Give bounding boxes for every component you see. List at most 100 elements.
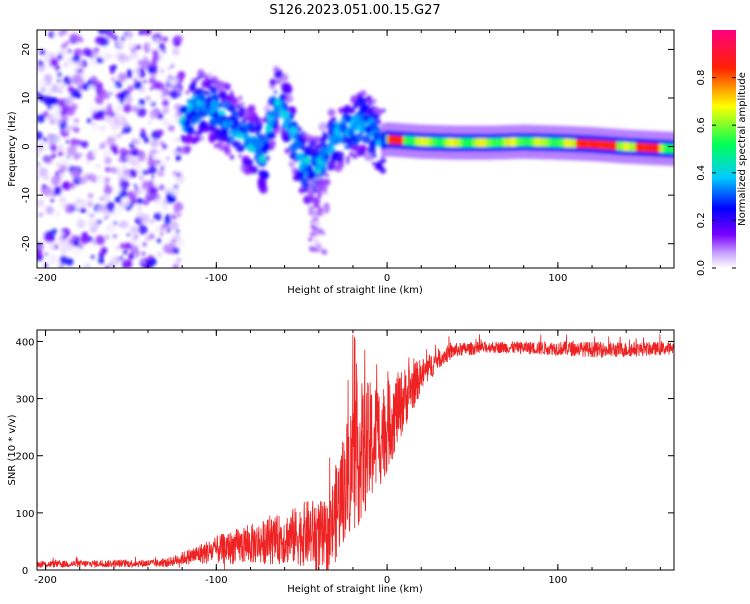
spectrogram-noise-cell [56, 78, 61, 83]
snr-y-ticks: 0 100 200 300 400 [15, 337, 674, 577]
spectrogram-band-core [461, 138, 465, 148]
spectrogram-band-core [403, 136, 407, 145]
spectrogram-noise-cell [156, 160, 161, 164]
spectrogram-noise-cell [71, 74, 82, 84]
spectrogram-noise-cell [185, 90, 190, 95]
spectrogram-noise-cell [151, 220, 157, 226]
spectrogram-noise-cell [47, 105, 53, 110]
spectrogram-noise-cell [200, 122, 208, 129]
spectrogram-noise-cell [69, 33, 80, 43]
spectrogram-ridge-cell [183, 118, 191, 127]
spectrogram-band-core [425, 137, 429, 147]
spectrogram-noise-cell [290, 135, 294, 139]
spectrogram-noise-cell [332, 151, 340, 159]
spectrogram-band-core [613, 141, 617, 151]
spectrogram-noise-cell [240, 118, 247, 125]
spectrogram-noise-cell [131, 30, 137, 33]
spectrogram-noise-cell [116, 39, 124, 48]
spectrogram-noise-cell [73, 202, 82, 210]
spectrogram-noise-cell [129, 142, 135, 149]
spectrogram-noise-cell [112, 149, 119, 155]
spectrogram-noise-cell [256, 160, 261, 165]
spectrogram-noise-cell [376, 119, 382, 125]
spectrogram-band-core [556, 138, 560, 148]
spectrogram-noise-cell [157, 169, 165, 177]
spectrogram-noise-cell [119, 166, 125, 172]
x-tick-label: -200 [34, 273, 57, 284]
spectrogram-band-core [416, 137, 420, 146]
spectrogram-noise-cell [74, 167, 78, 171]
spectrogram-noise-cell [337, 158, 342, 163]
spectrogram-band-core [541, 137, 545, 147]
spectrogram-noise-cell [205, 77, 211, 83]
spectrogram-noise-cell [274, 70, 283, 79]
spectrogram-band-core [503, 137, 507, 147]
spectrogram-noise-cell [105, 201, 116, 212]
spectrogram-band-core [478, 138, 482, 148]
spectrogram-noise-cell [105, 265, 110, 268]
spectrogram-noise-cell [163, 189, 167, 193]
spectrogram-noise-cell [57, 54, 63, 60]
spectrogram-noise-cell [142, 241, 147, 247]
spectrogram-noise-cell [149, 77, 157, 85]
spectrogram-noise-cell [100, 247, 108, 256]
spectrogram-band-core [628, 142, 632, 152]
colorbar-tick-label: 0.2 [696, 212, 707, 228]
spectrogram-noise-cell [366, 108, 375, 116]
spectrogram-noise-cell [239, 101, 245, 107]
spectrogram-noise-cell [81, 262, 90, 268]
spectrogram-noise-cell [58, 172, 65, 179]
spectrogram-noise-cell [100, 141, 107, 149]
spectrogram-band-core [529, 137, 533, 147]
spectrogram-peak-cell [285, 119, 292, 125]
spectrogram-noise-cell [104, 166, 111, 173]
spectrogram-noise-cell [179, 146, 187, 155]
y-tick-label: -10 [21, 187, 32, 203]
spectrogram-noise-cell [230, 90, 234, 95]
spectrogram-noise-cell [95, 235, 106, 246]
spectrogram-band-core [659, 143, 663, 153]
y-tick-label: -20 [21, 236, 32, 252]
spectrogram-noise-cell [76, 143, 80, 148]
spectrogram-band-core [468, 138, 472, 148]
spectrogram-noise-cell [172, 246, 180, 255]
spectrogram-noise-cell [254, 125, 262, 133]
spectrogram-y-ticks: -20 -10 0 10 20 [21, 43, 674, 252]
spectrogram-noise-cell [308, 237, 313, 242]
spectrogram-noise-cell [119, 179, 130, 190]
spectrogram-noise-cell [357, 96, 366, 105]
spectrogram-noise-cell [185, 134, 194, 143]
spectrogram-noise-cell [96, 164, 101, 169]
spectrogram-band-core [649, 143, 653, 153]
spectrogram-band-core [573, 139, 577, 148]
spectrogram-noise-cell [199, 135, 205, 141]
spectrogram-band-core [596, 140, 600, 149]
spectrogram-noise-cell [49, 144, 58, 153]
spectrogram-noise-cell [259, 184, 268, 194]
spectrogram-noise-cell [327, 108, 336, 117]
spectrogram-noise-cell [298, 176, 305, 183]
spectrogram-noise-cell [103, 149, 111, 157]
spectrogram-band-core [457, 138, 461, 148]
spectrogram-noise-cell [176, 237, 185, 247]
spectrogram-noise-cell [155, 81, 165, 91]
spectrogram-noise-cell [113, 221, 118, 226]
spectrogram-ridge-cell [269, 109, 277, 118]
snr-panel: -200 -100 0 100 0 100 200 300 400 Height of str… [7, 329, 675, 595]
spectrogram-noise-cell [156, 251, 163, 258]
colorbar-tick-label: 0.6 [696, 117, 707, 133]
spectrogram-band-core [640, 142, 644, 152]
spectrogram-noise-cell [94, 36, 104, 45]
spectrogram-band-core [570, 138, 574, 148]
spectrogram-band-core [514, 137, 518, 147]
spectrogram-noise-cell [158, 184, 165, 191]
spectrogram-noise-cell [308, 190, 313, 195]
spectrogram-noise-cell [330, 117, 335, 122]
spectrogram-noise-cell [223, 146, 229, 153]
spectrogram-noise-cell [215, 82, 224, 90]
spectrogram-noise-cell [122, 103, 133, 113]
spectrogram-band-core [454, 138, 458, 148]
spectrogram-noise-cell [198, 74, 203, 79]
spectrogram-noise-cell [319, 212, 324, 216]
